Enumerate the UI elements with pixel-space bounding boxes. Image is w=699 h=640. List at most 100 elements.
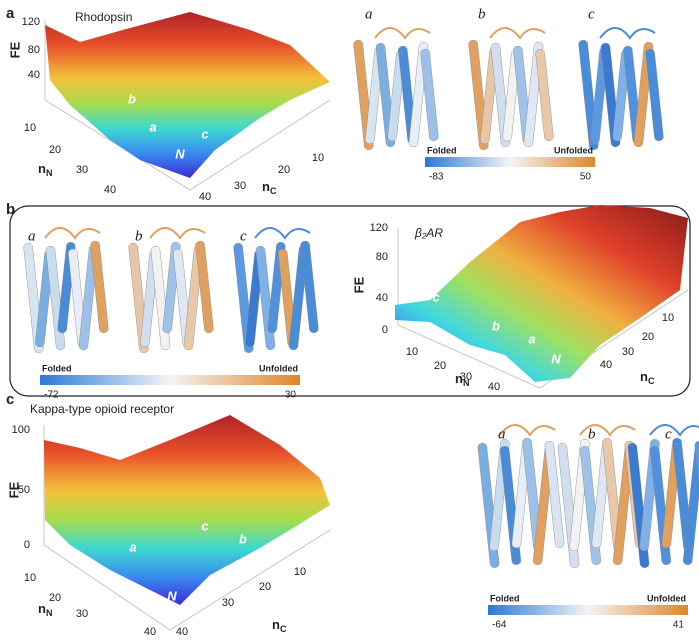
colorbar-high-label: Unfolded	[647, 593, 686, 603]
z-tick-label: 40	[376, 292, 388, 304]
colorbar	[40, 375, 300, 385]
axis-label-base: n	[272, 617, 280, 632]
colorbar-low-label: Folded	[42, 363, 72, 373]
loop	[649, 424, 699, 437]
axis-label-sub: C	[270, 186, 277, 196]
colorbar-max: 50	[580, 172, 592, 183]
loop	[579, 424, 636, 437]
y-tick-label: 40	[176, 626, 188, 638]
minimum-label: a	[129, 539, 136, 554]
z-tick-label: 120	[370, 222, 388, 234]
surface-title: Kappa-type opioid receptor	[30, 402, 174, 416]
minimum-label: c	[201, 126, 209, 141]
helix	[645, 48, 664, 141]
loop	[499, 424, 556, 437]
y-tick-label: 20	[259, 581, 271, 593]
y-tick-label: 10	[662, 312, 674, 324]
protein-structure	[353, 27, 439, 150]
axis-label: nN	[455, 371, 469, 388]
axis-label: nN	[38, 601, 52, 618]
axis-label: nC	[640, 369, 655, 386]
structure-label: b	[588, 426, 596, 442]
energy-surface	[395, 205, 688, 382]
loop	[44, 227, 101, 240]
z-tick-label: 40	[28, 69, 40, 81]
minimum-label: N	[167, 588, 177, 603]
y-tick-label: 10	[294, 566, 306, 578]
x-tick-label: 30	[76, 164, 88, 176]
y-tick-label: 40	[600, 359, 612, 371]
structure-label: c	[240, 228, 247, 244]
protein-structure	[233, 227, 319, 353]
z-axis-label: FE	[7, 41, 22, 58]
structure-label: a	[28, 228, 36, 244]
x-tick-label: 20	[49, 144, 61, 156]
z-tick-label: 0	[382, 324, 388, 336]
axis-label-base: n	[640, 369, 648, 384]
structure-label: a	[498, 426, 506, 442]
colorbar-max: 30	[285, 390, 297, 401]
x-tick-label: 20	[434, 360, 446, 372]
structure-label: b	[478, 6, 486, 22]
minimum-label: b	[239, 531, 247, 546]
helix	[195, 240, 214, 333]
energy-surface	[45, 12, 330, 178]
colorbar-low-label: Folded	[427, 145, 457, 155]
x-tick-label: 10	[24, 122, 36, 134]
axis-box	[397, 228, 689, 389]
axis-label-sub: N	[46, 168, 53, 178]
colorbar-high-label: Unfolded	[259, 363, 298, 373]
z-tick-label: 0	[24, 539, 30, 551]
panel-box	[9, 205, 691, 397]
y-tick-label: 30	[222, 597, 234, 609]
axis-label-base: n	[38, 161, 46, 176]
axis-label-sub: C	[648, 376, 655, 386]
axis-box	[43, 425, 331, 631]
minimum-label: a	[528, 331, 535, 346]
y-tick-label: 30	[234, 180, 246, 192]
helix	[300, 240, 319, 333]
minimum-label: c	[201, 518, 209, 533]
protein-structure	[477, 424, 565, 568]
axis-label-base: n	[455, 371, 463, 386]
colorbar-max: 41	[673, 620, 685, 631]
loop	[149, 227, 206, 240]
y-tick-label: 20	[278, 164, 290, 176]
protein-structure	[128, 227, 214, 353]
axis-label-sub: C	[280, 624, 287, 634]
x-tick-label: 40	[488, 381, 500, 393]
panel-label: b	[6, 201, 15, 218]
z-axis-label: FE	[6, 481, 21, 498]
y-tick-label: 20	[642, 331, 654, 343]
y-tick-label: 40	[199, 191, 211, 203]
axis-label-sub: N	[463, 378, 470, 388]
x-tick-label: 10	[406, 346, 418, 358]
energy-surface	[44, 415, 330, 605]
panel-label: a	[6, 5, 15, 22]
axis-label-base: n	[38, 601, 46, 616]
structure-label: b	[135, 228, 143, 244]
colorbar-min: -64	[492, 620, 507, 631]
x-tick-label: 40	[144, 626, 156, 638]
colorbar	[488, 605, 688, 615]
axis-label-sub: N	[46, 608, 53, 618]
z-axis-label: FE	[351, 276, 366, 293]
z-tick-label: 80	[376, 251, 388, 263]
minimum-label: N	[551, 351, 561, 366]
loop	[254, 227, 311, 240]
minimum-label: c	[432, 289, 440, 304]
z-tick-label: 80	[28, 44, 40, 56]
loop	[489, 27, 546, 40]
x-tick-label: 40	[104, 184, 116, 196]
x-tick-label: 30	[76, 608, 88, 620]
z-tick-label: 50	[18, 484, 30, 496]
structure-label: c	[665, 426, 672, 442]
axis-label: nN	[38, 161, 52, 178]
protein-structure	[578, 27, 664, 150]
minimum-label: b	[128, 91, 136, 106]
protein-structure	[468, 27, 554, 150]
loop	[599, 27, 656, 40]
protein-structure	[23, 227, 109, 353]
loop	[374, 27, 431, 40]
